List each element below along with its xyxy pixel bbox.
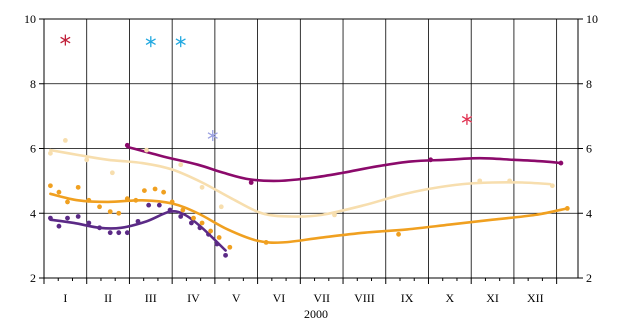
data-point (332, 212, 337, 218)
data-point (180, 207, 186, 213)
data-point (97, 204, 102, 210)
data-point (107, 230, 113, 236)
data-point (216, 235, 222, 240)
data-point (263, 239, 269, 245)
data-point (152, 186, 158, 192)
data-point (135, 218, 141, 224)
data-point (161, 189, 167, 195)
x-tick-label: X (446, 291, 455, 305)
data-point (208, 228, 214, 234)
x-tick-label: VII (313, 291, 330, 305)
data-point (507, 178, 513, 184)
y-tick-label-right: 8 (586, 77, 592, 91)
y-tick-label-left: 8 (30, 77, 36, 91)
trend-line (49, 148, 552, 218)
data-point (248, 180, 254, 185)
trend-line (126, 145, 563, 183)
data-point (65, 215, 70, 221)
data-point (109, 170, 115, 176)
asterisk-stroke (60, 36, 71, 44)
data-point (116, 210, 122, 216)
y-tick-label-left: 6 (30, 142, 36, 156)
x-tick-label: I (63, 291, 67, 305)
data-point (56, 189, 62, 195)
x-tick-label: III (145, 291, 157, 305)
x-tick-label: IX (401, 291, 414, 305)
trend-line (49, 192, 569, 244)
axes: 2 24 46 68 810 10I II III IV V VI VII VIII IX X XI XII (24, 12, 598, 305)
asterisk-markers (60, 34, 473, 142)
data-point (558, 160, 564, 166)
data-point (65, 199, 70, 205)
data-point (86, 220, 92, 226)
data-point (396, 231, 401, 237)
data-point (86, 197, 92, 203)
data-point (428, 157, 434, 163)
data-point (564, 205, 570, 211)
trend-line (49, 210, 227, 252)
data-point (191, 215, 196, 221)
data-point (169, 199, 175, 205)
data-point (124, 230, 130, 236)
data-point (199, 184, 205, 190)
data-point (477, 178, 483, 184)
data-point (75, 214, 81, 219)
data-point (167, 207, 173, 213)
data-point (48, 215, 53, 221)
data-point (56, 223, 62, 229)
asterisk-marker (461, 113, 473, 125)
data-point (146, 202, 152, 208)
x-tick-label: II (104, 291, 112, 305)
asterisk-marker (175, 36, 186, 48)
data-point (141, 188, 147, 193)
data-point (188, 220, 194, 226)
trend-lines (49, 145, 569, 252)
data-point (48, 183, 53, 189)
asterisk-stroke (461, 116, 473, 123)
data-point (48, 150, 53, 156)
x-tick-label: XII (527, 291, 544, 305)
data-point (178, 162, 184, 168)
asterisk-marker (207, 130, 218, 142)
data-point (218, 204, 224, 210)
y-tick-label-left: 2 (30, 271, 36, 285)
y-tick-label-left: 4 (30, 206, 36, 220)
data-point (214, 241, 220, 247)
data-point (144, 147, 149, 153)
data-point (156, 202, 162, 208)
x-tick-label: IV (187, 291, 200, 305)
data-point (223, 252, 228, 258)
data-point (197, 225, 203, 231)
data-point (199, 220, 205, 226)
y-tick-label-right: 4 (586, 206, 592, 220)
data-point (124, 142, 130, 148)
asterisk-stroke (175, 38, 186, 45)
data-point (84, 157, 90, 163)
x-tick-label: VIII (354, 291, 375, 305)
asterisk-marker (60, 34, 71, 46)
data-point (178, 214, 184, 219)
data-point (133, 197, 139, 203)
y-tick-label-right: 6 (586, 142, 592, 156)
y-tick-label-right: 10 (586, 12, 598, 26)
y-tick-label-right: 2 (586, 271, 592, 285)
x-tick-label: V (232, 291, 241, 305)
data-point (97, 225, 102, 231)
data-point (75, 184, 81, 190)
x-tick-label: VI (273, 291, 286, 305)
asterisk-stroke (145, 38, 156, 45)
data-point (107, 209, 113, 215)
asterisk-stroke (207, 132, 218, 139)
x-axis-label: 2000 (304, 307, 328, 321)
data-point (116, 230, 122, 236)
data-point (62, 138, 68, 143)
data-points (48, 138, 570, 258)
data-point (549, 183, 555, 189)
x-tick-label: XI (486, 291, 499, 305)
data-point (124, 196, 130, 202)
y-tick-label-left: 10 (24, 12, 36, 26)
data-point (227, 244, 233, 250)
asterisk-marker (145, 36, 156, 48)
